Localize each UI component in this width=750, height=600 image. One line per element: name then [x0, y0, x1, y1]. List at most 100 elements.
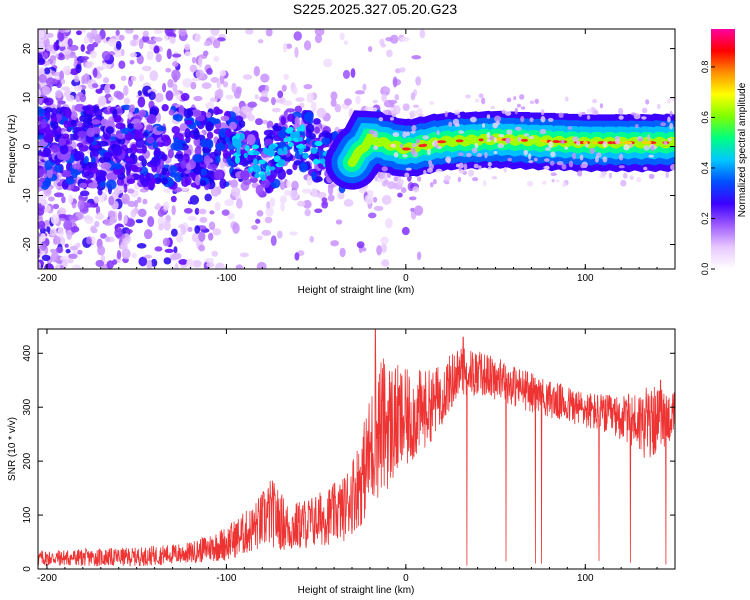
- spectrogram-noise-blob: [384, 218, 393, 229]
- spectrogram-noise-blob: [265, 206, 274, 217]
- spectrogram-faint-blob: [427, 148, 431, 156]
- spectrogram-faint-blob: [545, 147, 551, 151]
- spectrogram-noise-blob: [48, 196, 55, 202]
- spectrogram-noise-blob: [79, 190, 90, 197]
- top-y-tick-label: 0: [22, 143, 33, 149]
- spectrogram-noise-blob: [137, 208, 147, 218]
- spectrogram-noise-blob: [94, 213, 105, 220]
- spectrogram-band-blob: [169, 165, 178, 174]
- spectrogram-faint-blob: [594, 155, 599, 163]
- spectrogram-faint-blob: [505, 111, 512, 116]
- spectrogram-noise-blob: [193, 95, 203, 102]
- spectrogram-hotspot: [592, 141, 597, 145]
- spectrogram-noise-blob: [216, 88, 224, 100]
- spectrogram-band-blob: [206, 138, 214, 150]
- spectrogram-noise-blob: [147, 216, 155, 228]
- spectrogram-band-blob: [151, 156, 161, 167]
- spectrogram-band-blob: [99, 180, 106, 188]
- spectrogram-faint-blob: [630, 112, 637, 116]
- spectrogram-faint-blob: [493, 137, 497, 143]
- spectrogram-noise-blob: [413, 205, 424, 216]
- spectrogram-noise-blob: [190, 81, 197, 90]
- spectrogram-hotspot: [520, 138, 529, 142]
- top-x-tick-label: 0: [403, 273, 409, 284]
- spectrogram-band-blob: [106, 179, 117, 190]
- spectrogram-band-blob: [58, 138, 67, 146]
- spectrogram-noise-blob: [364, 106, 374, 111]
- spectrogram-band-blob: [172, 114, 179, 121]
- spectrogram-noise-blob: [222, 81, 229, 88]
- spectrogram-noise-blob: [171, 69, 181, 81]
- spectrogram-noise-blob: [187, 215, 197, 221]
- spectrogram-band-blob: [219, 178, 227, 189]
- spectrogram-noise-blob: [123, 97, 131, 105]
- spectrogram-band-blob: [194, 145, 202, 156]
- spectrogram-highlight: [269, 166, 276, 171]
- spectrogram-noise-blob: [184, 51, 192, 57]
- spectrogram-band-blob: [229, 149, 235, 155]
- spectrogram-noise-blob: [67, 38, 73, 47]
- spectrogram-band-blob: [124, 156, 134, 163]
- spectrogram-noise-blob: [93, 196, 99, 204]
- spectrogram-noise-blob: [194, 207, 200, 215]
- spectrogram-band-blob: [260, 180, 271, 189]
- spectrogram-noise-blob: [282, 42, 288, 53]
- spectrogram-faint-blob: [589, 147, 596, 155]
- spectrogram-noise-blob: [381, 194, 392, 205]
- spectrogram-noise-blob: [389, 34, 399, 44]
- spectrogram-noise-blob: [399, 36, 410, 42]
- spectrogram-noise-blob: [153, 45, 160, 54]
- spectrogram-faint-blob: [473, 163, 479, 169]
- spectrogram-faint-blob: [528, 160, 534, 164]
- spectrogram-noise-blob: [242, 74, 253, 80]
- spectrogram-faint-blob: [556, 161, 564, 166]
- spectrogram-noise-blob: [327, 194, 335, 202]
- spectrogram-noise-blob: [103, 77, 110, 84]
- spectrogram-band-blob: [308, 133, 317, 140]
- spectrogram-noise-blob: [58, 41, 66, 47]
- spectrogram-noise-blob: [235, 264, 243, 269]
- spectrogram-highlight: [287, 136, 292, 143]
- spectrogram-band-blob: [294, 105, 303, 114]
- spectrogram-noise-blob: [339, 32, 345, 41]
- spectrogram-noise-blob: [57, 226, 64, 238]
- spectrogram-noise-blob: [419, 29, 426, 39]
- spectrogram-band-blob: [146, 124, 154, 132]
- spectrogram-noise-blob: [314, 29, 325, 36]
- spectrogram-band-blob: [43, 133, 54, 143]
- spectrogram-faint-blob: [529, 117, 534, 123]
- spectrogram-band-blob: [71, 167, 79, 179]
- spectrogram-noise-blob: [60, 209, 67, 214]
- bottom-x-tick-label: -200: [37, 573, 57, 584]
- spectrogram-highlight: [277, 159, 286, 167]
- spectrogram-highlight: [299, 124, 306, 132]
- spectrogram-noise-blob: [164, 248, 174, 253]
- top-y-tick-label: -10: [22, 188, 33, 203]
- spectrogram-faint-blob: [410, 147, 416, 155]
- spectrogram-noise-blob: [306, 174, 313, 186]
- spectrogram-faint-blob: [514, 107, 518, 115]
- spectrogram-noise-blob: [84, 216, 94, 224]
- spectrogram-noise-blob: [59, 236, 66, 246]
- spectrogram-noise-blob: [116, 250, 122, 260]
- spectrogram-band-blob: [50, 120, 59, 130]
- spectrogram-faint-blob: [416, 107, 423, 115]
- spectrogram-band-blob: [135, 137, 145, 149]
- spectrogram-faint-blob: [382, 109, 389, 114]
- spectrogram-faint-blob: [467, 169, 475, 177]
- spectrogram-hotspot: [496, 137, 504, 141]
- spectrogram-faint-blob: [469, 116, 477, 123]
- spectrogram-highlight: [298, 148, 305, 153]
- spectrogram-noise-blob: [286, 180, 291, 188]
- spectrogram-band-blob: [298, 162, 309, 173]
- spectrogram-band-blob: [133, 107, 140, 114]
- spectrogram-noise-blob: [291, 180, 299, 191]
- spectrogram-band-blob: [177, 156, 183, 162]
- top-y-tick-label: 20: [22, 43, 33, 55]
- spectrogram-noise-blob: [416, 251, 422, 261]
- spectrogram-faint-blob: [478, 93, 484, 99]
- spectrogram-noise-blob: [254, 94, 259, 100]
- top-x-tick-label: -100: [216, 273, 236, 284]
- spectrogram-band-blob: [160, 134, 170, 143]
- spectrogram-noise-blob: [259, 95, 269, 102]
